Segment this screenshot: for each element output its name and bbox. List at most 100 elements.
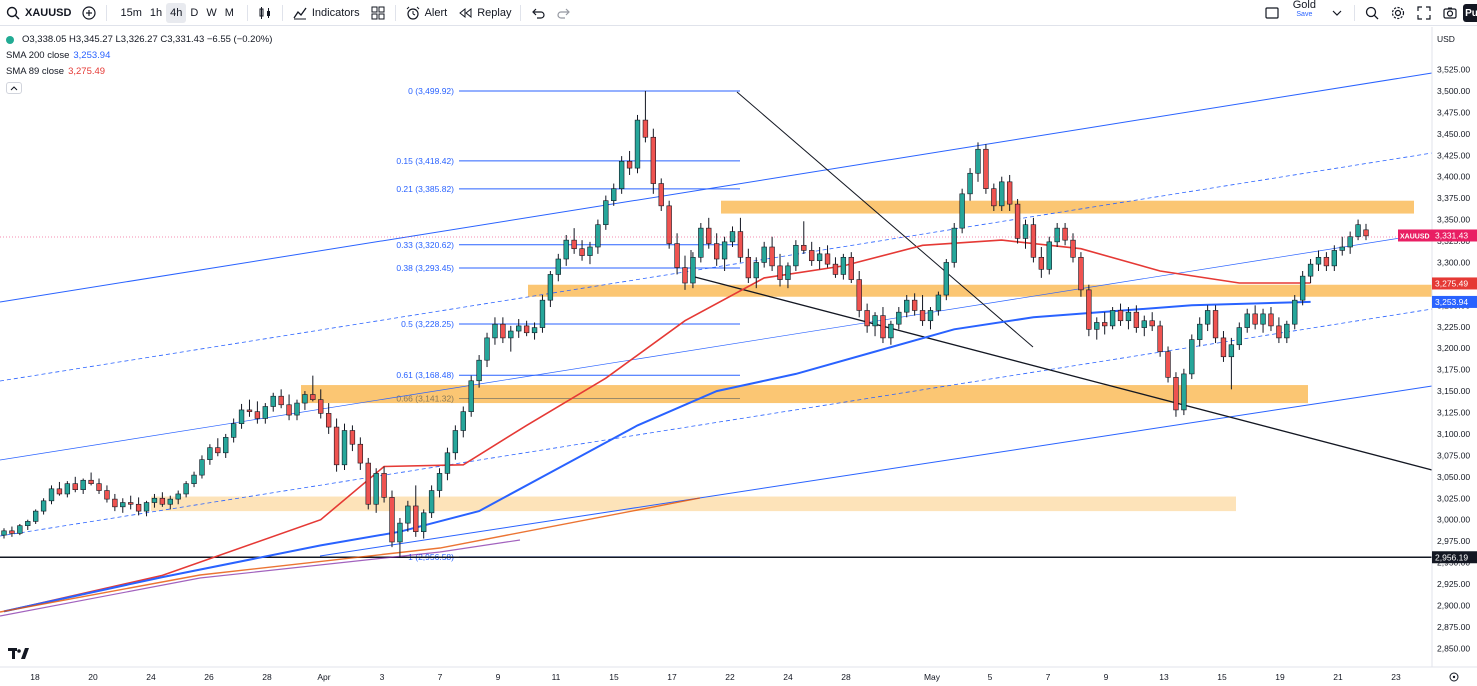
- price-tick-label: 2,875.00: [1437, 622, 1470, 632]
- undo-button[interactable]: [525, 0, 551, 26]
- settings-button[interactable]: [1385, 0, 1411, 26]
- candle-up: [120, 502, 126, 508]
- timeframe-1h[interactable]: 1h: [149, 6, 163, 19]
- symbol-search[interactable]: XAUUSD: [0, 0, 76, 26]
- price-tick-label: 3,450.00: [1437, 129, 1470, 139]
- price-tick-label: 3,200.00: [1437, 343, 1470, 353]
- candle-down: [737, 231, 744, 258]
- price-tick-label: 2,925.00: [1437, 579, 1470, 589]
- candle-down: [246, 409, 253, 412]
- time-tick-label: 23: [1391, 672, 1401, 682]
- candle-down: [682, 267, 688, 284]
- layout-name[interactable]: Gold Save: [1285, 0, 1324, 26]
- fullscreen-button[interactable]: [1411, 0, 1437, 26]
- trend-lines[interactable]: [690, 91, 1433, 471]
- candle-up: [302, 394, 308, 404]
- price-tick-label: 2,900.00: [1437, 600, 1470, 610]
- layout-dropdown[interactable]: [1324, 0, 1350, 26]
- redo-button[interactable]: [551, 0, 577, 26]
- timeframe-w[interactable]: W: [206, 6, 217, 19]
- candle-down: [1323, 256, 1330, 267]
- snapshot-button[interactable]: [1437, 0, 1463, 26]
- candle-down: [215, 447, 221, 454]
- candle-down: [658, 183, 664, 207]
- candle-down: [56, 488, 63, 495]
- candle-down: [650, 136, 657, 184]
- candle-down: [88, 479, 94, 484]
- price-chart[interactable]: 0 (3,499.92) 0.15 (3,418.42) 0.21 (3,385.8…: [0, 27, 1477, 686]
- candle-up: [294, 402, 300, 416]
- candle-up: [151, 497, 158, 503]
- candle-up: [191, 474, 197, 484]
- price-tick-label: 3,000.00: [1437, 515, 1470, 525]
- compare-button[interactable]: [76, 0, 102, 26]
- candle-up: [935, 294, 942, 311]
- time-axis-ticks: 18 20 24 26 28 Apr 3 7 9 11 15 17 22 24 28 May 5 7 9 13 15 19…: [30, 672, 1401, 682]
- chart-type-button[interactable]: [252, 0, 278, 26]
- symbol-name: XAUUSD: [25, 6, 72, 19]
- sma89-row[interactable]: SMA 89 close 3,275.49: [6, 64, 272, 80]
- legend-collapse-button[interactable]: [6, 82, 22, 94]
- time-tick-label: 15: [609, 672, 619, 682]
- candle-up: [207, 447, 213, 460]
- price-tick-label: 3,050.00: [1437, 472, 1470, 482]
- support-trend-line[interactable]: [690, 275, 1433, 471]
- timeframe-15m[interactable]: 15m: [120, 6, 142, 19]
- candle-down: [626, 160, 633, 169]
- time-tick-label: Apr: [317, 672, 330, 682]
- indicators-button[interactable]: Indicators: [287, 0, 365, 26]
- candle-up: [25, 521, 31, 526]
- tradingview-logo: [8, 646, 30, 665]
- candle-down: [104, 490, 110, 500]
- fibonacci-retracement[interactable]: 0 (3,499.92) 0.15 (3,418.42) 0.21 (3,385.8…: [396, 86, 740, 562]
- currency-label[interactable]: USD: [1437, 34, 1455, 44]
- candle-up: [904, 299, 910, 313]
- quick-search-button[interactable]: [1359, 0, 1385, 26]
- price-label-badge: [1432, 229, 1477, 242]
- candle-down: [642, 119, 649, 138]
- price-tick-label: 3,025.00: [1437, 493, 1470, 503]
- axis-settings-button[interactable]: [1449, 672, 1459, 682]
- channel-median-line[interactable]: [0, 232, 1433, 461]
- timeframe-m[interactable]: M: [224, 6, 234, 19]
- candle-up: [183, 483, 189, 495]
- publish-button[interactable]: Pu: [1463, 4, 1477, 22]
- sma200-line: [3, 300, 1311, 613]
- candle-up: [1347, 236, 1353, 248]
- time-tick-label: 13: [1159, 672, 1169, 682]
- candle-down: [1268, 313, 1274, 327]
- layout-title: Gold: [1292, 0, 1316, 11]
- time-tick-label: 7: [1046, 672, 1051, 682]
- candle-down: [1030, 224, 1037, 258]
- price-axis-labels: 3,331.43 XAUUSD 3,275.49 3,253.94 2,956.19: [1398, 229, 1477, 564]
- time-tick-label: 19: [1275, 672, 1285, 682]
- channel-upper-line[interactable]: [0, 72, 1433, 303]
- candle-up: [1022, 224, 1029, 239]
- sma89-value: 3,275.49: [68, 66, 106, 77]
- sma200-row[interactable]: SMA 200 close 3,253.94: [6, 48, 272, 64]
- timeframe-4h[interactable]: 4h: [166, 2, 187, 23]
- templates-button[interactable]: [365, 0, 391, 26]
- replay-button[interactable]: Replay: [452, 0, 516, 26]
- channel-lower-line[interactable]: [319, 385, 1433, 557]
- alert-button[interactable]: Alert: [400, 0, 453, 26]
- layout-square-icon: [1265, 7, 1279, 19]
- zone-rect: [721, 200, 1414, 214]
- candle-up: [555, 258, 561, 275]
- price-label-badge: [1432, 295, 1477, 308]
- timeframe-d[interactable]: D: [190, 6, 199, 19]
- candle-up: [967, 172, 973, 195]
- tradingview-logo-icon: [8, 648, 29, 659]
- price-tick-label: 3,225.00: [1437, 322, 1470, 332]
- layout-toggle[interactable]: [1259, 0, 1285, 26]
- trend-channel[interactable]: [0, 72, 1433, 557]
- candle-up: [476, 359, 482, 382]
- channel-mid-upper-line[interactable]: [0, 152, 1433, 382]
- downtrend-line[interactable]: [736, 91, 1034, 348]
- candle-up: [690, 256, 696, 284]
- candle-down: [1363, 229, 1369, 237]
- price-tick-label: 3,150.00: [1437, 386, 1470, 396]
- right-toolbar: Gold Save Pu: [1259, 0, 1477, 26]
- channel-mid-lower-line[interactable]: [0, 308, 1433, 537]
- candle-down: [135, 503, 142, 512]
